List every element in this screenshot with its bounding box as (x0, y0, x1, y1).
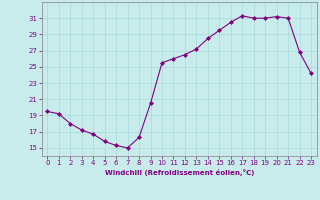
X-axis label: Windchill (Refroidissement éolien,°C): Windchill (Refroidissement éolien,°C) (105, 169, 254, 176)
